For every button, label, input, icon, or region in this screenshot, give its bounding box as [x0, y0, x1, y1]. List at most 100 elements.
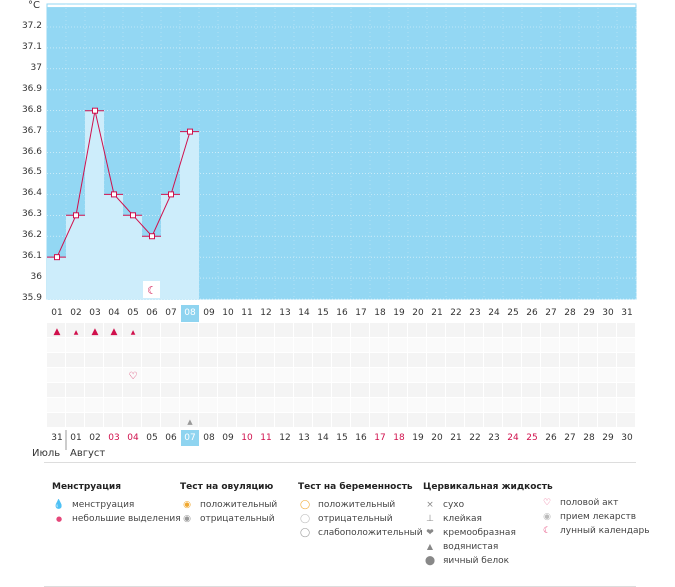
- day-label[interactable]: 29: [583, 308, 595, 318]
- date-label[interactable]: 20: [431, 433, 443, 443]
- event-cell: [503, 413, 521, 427]
- date-label[interactable]: 29: [602, 433, 614, 443]
- event-cell: [85, 398, 103, 412]
- temp-bar: [66, 215, 85, 299]
- temp-point: [92, 107, 98, 114]
- day-label[interactable]: 22: [450, 308, 462, 318]
- event-cell: [66, 323, 84, 337]
- day-label[interactable]: 23: [469, 308, 481, 318]
- event-cell: [199, 413, 217, 427]
- date-label[interactable]: 06: [165, 433, 177, 443]
- date-label[interactable]: 11: [260, 433, 272, 443]
- date-label[interactable]: 27: [564, 433, 576, 443]
- date-label[interactable]: 14: [317, 433, 329, 443]
- event-cell: [199, 323, 217, 337]
- heart-icon: ♡: [542, 498, 552, 508]
- date-label[interactable]: 22: [469, 433, 481, 443]
- event-cell: [332, 413, 350, 427]
- day-label[interactable]: 31: [621, 308, 633, 318]
- day-label[interactable]: 01: [51, 308, 63, 318]
- day-label[interactable]: 28: [564, 308, 576, 318]
- creamy-icon: ❤: [426, 528, 434, 538]
- day-label[interactable]: 30: [602, 308, 614, 318]
- date-label[interactable]: 25: [526, 433, 538, 443]
- date-label[interactable]: 05: [146, 433, 158, 443]
- day-label[interactable]: 13: [279, 308, 291, 318]
- date-label[interactable]: 30: [621, 433, 633, 443]
- day-label[interactable]: 02: [70, 308, 82, 318]
- day-label[interactable]: 17: [355, 308, 367, 318]
- event-cell: [47, 338, 65, 352]
- event-cell: [218, 353, 236, 367]
- day-label[interactable]: 27: [545, 308, 557, 318]
- event-cell: [579, 368, 597, 382]
- date-label[interactable]: 04: [127, 433, 139, 443]
- event-cell: [560, 338, 578, 352]
- legend-label: слабоположительный: [318, 528, 423, 538]
- day-label[interactable]: 09: [203, 308, 215, 318]
- event-cell: [503, 383, 521, 397]
- event-cell: [275, 398, 293, 412]
- event-cell: [275, 353, 293, 367]
- date-label[interactable]: 26: [545, 433, 557, 443]
- date-label[interactable]: 28: [583, 433, 595, 443]
- day-label[interactable]: 20: [412, 308, 424, 318]
- day-label[interactable]: 12: [260, 308, 272, 318]
- day-label[interactable]: 08: [181, 305, 199, 322]
- event-cell: [446, 353, 464, 367]
- day-label[interactable]: 24: [488, 308, 500, 318]
- event-cell: [351, 353, 369, 367]
- month-august: Август: [70, 448, 106, 459]
- date-label[interactable]: 13: [298, 433, 310, 443]
- day-label[interactable]: 06: [146, 308, 158, 318]
- event-cell: [142, 398, 160, 412]
- day-label[interactable]: 11: [241, 308, 253, 318]
- day-label[interactable]: 14: [298, 308, 310, 318]
- date-label[interactable]: 31: [51, 433, 63, 443]
- day-label[interactable]: 05: [127, 308, 139, 318]
- day-label[interactable]: 04: [108, 308, 120, 318]
- date-label[interactable]: 16: [355, 433, 367, 443]
- event-cell: [218, 383, 236, 397]
- date-label[interactable]: 24: [507, 433, 519, 443]
- day-label[interactable]: 03: [89, 308, 101, 318]
- day-label[interactable]: 18: [374, 308, 386, 318]
- event-cell: [370, 323, 388, 337]
- event-cell: [598, 368, 616, 382]
- date-label[interactable]: 15: [336, 433, 348, 443]
- event-cell: [560, 353, 578, 367]
- day-label[interactable]: 15: [317, 308, 329, 318]
- event-cell: [560, 383, 578, 397]
- drop-small-icon: ●: [55, 515, 63, 523]
- day-label[interactable]: 26: [526, 308, 538, 318]
- day-label[interactable]: 10: [222, 308, 234, 318]
- date-label[interactable]: 08: [203, 433, 215, 443]
- date-label[interactable]: 02: [89, 433, 101, 443]
- event-cell: [465, 323, 483, 337]
- date-label[interactable]: 21: [450, 433, 462, 443]
- event-cell: [294, 323, 312, 337]
- event-cell: [484, 398, 502, 412]
- day-label[interactable]: 16: [336, 308, 348, 318]
- temp-bar: [180, 131, 199, 299]
- date-label[interactable]: 23: [488, 433, 500, 443]
- event-cell: [408, 398, 426, 412]
- day-label[interactable]: 21: [431, 308, 443, 318]
- date-label[interactable]: 10: [241, 433, 253, 443]
- date-label[interactable]: 07: [181, 430, 199, 446]
- date-label[interactable]: 12: [279, 433, 291, 443]
- event-cell: [427, 353, 445, 367]
- date-label[interactable]: 03: [108, 433, 120, 443]
- event-cell: [598, 353, 616, 367]
- date-label[interactable]: 17: [374, 433, 386, 443]
- y-tick-label: 36.1: [21, 251, 42, 262]
- day-label[interactable]: 07: [165, 308, 177, 318]
- event-cell: [598, 383, 616, 397]
- date-label[interactable]: 19: [412, 433, 424, 443]
- date-label[interactable]: 18: [393, 433, 405, 443]
- date-label[interactable]: 09: [222, 433, 234, 443]
- day-label[interactable]: 19: [393, 308, 405, 318]
- legend-pregnancy: Тест на беременность ◯ положительный ◯ отр…: [298, 482, 423, 540]
- date-label[interactable]: 01: [70, 433, 82, 443]
- day-label[interactable]: 25: [507, 308, 519, 318]
